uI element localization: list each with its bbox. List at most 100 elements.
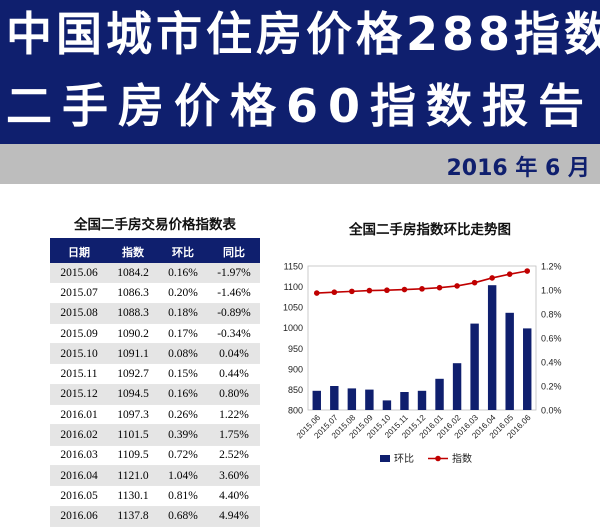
- point-index: [419, 286, 425, 292]
- y-left-tick-label: 1000: [283, 323, 303, 333]
- cell-mom: 0.39%: [158, 424, 208, 446]
- cell-date: 2015.10: [50, 343, 108, 365]
- report-banner: 中国城市住房价格288指数 二手房价格60指数报告: [0, 0, 600, 144]
- y-right-tick-label: 0.2%: [541, 382, 562, 392]
- cell-mom: 0.18%: [158, 303, 208, 324]
- cell-mom: 1.04%: [158, 465, 208, 487]
- table-row: 2016.05 1130.1 0.81% 4.40%: [50, 485, 260, 507]
- cell-mom: 0.16%: [158, 384, 208, 406]
- table-row: 2015.08 1088.3 0.18% -0.89%: [50, 303, 260, 324]
- chart-title: 全国二手房指数环比走势图: [349, 222, 511, 238]
- table-row: 2015.06 1084.2 0.16% -1.97%: [50, 263, 260, 284]
- table-row: 2016.06 1137.8 0.68% 4.94%: [50, 506, 260, 527]
- cell-mom: 0.08%: [158, 343, 208, 365]
- point-index: [331, 289, 338, 296]
- y-left-tick-label: 1050: [283, 303, 303, 313]
- cell-date: 2015.06: [50, 263, 108, 284]
- cell-mom: 0.68%: [158, 506, 208, 527]
- bar-mom: [452, 363, 462, 410]
- cell-yoy: 1.75%: [208, 424, 260, 446]
- table-row: 2016.02 1101.5 0.39% 1.75%: [50, 424, 260, 446]
- cell-date: 2015.08: [50, 303, 108, 324]
- legend-bar-label: 环比: [394, 453, 414, 465]
- table-body: 2015.06 1084.2 0.16% -1.97% 2015.07 1086.3 0.2…: [50, 263, 260, 527]
- cell-index: 1109.5: [108, 445, 158, 466]
- report-title-line1: 中国城市住房价格288指数: [6, 7, 600, 61]
- bar-mom: [417, 390, 427, 410]
- table-row: 2015.10 1091.1 0.08% 0.04%: [50, 343, 260, 365]
- point-index: [471, 279, 478, 286]
- cell-yoy: -1.97%: [208, 263, 260, 284]
- cell-yoy: 0.80%: [208, 384, 260, 406]
- cell-index: 1084.2: [108, 263, 158, 284]
- point-index: [349, 288, 355, 295]
- report-date: 2016 年 6 月: [446, 156, 590, 181]
- cell-yoy: -0.89%: [208, 303, 260, 324]
- cell-index: 1101.5: [108, 424, 158, 446]
- cell-yoy: -0.34%: [208, 323, 260, 345]
- point-index: [384, 287, 390, 294]
- cell-date: 2015.07: [50, 282, 108, 304]
- cell-date: 2016.02: [50, 424, 108, 446]
- combo-chart: 800 850 900 950 1000 1050 1100 1150 0.0% 0.2% 0.4%…: [283, 262, 562, 466]
- bar-mom: [347, 388, 357, 410]
- y-left-tick-label: 800: [288, 406, 303, 416]
- cell-index: 1130.1: [108, 485, 158, 507]
- cell-index: 1088.3: [108, 303, 158, 324]
- cell-yoy: 2.52%: [208, 445, 260, 466]
- table-row: 2015.09 1090.2 0.17% -0.34%: [50, 323, 260, 345]
- header-yoy: 同比: [208, 240, 260, 263]
- point-index: [489, 275, 495, 281]
- bar-mom: [505, 312, 514, 410]
- cell-date: 2016.03: [50, 445, 108, 466]
- cell-index: 1137.8: [108, 506, 158, 527]
- cell-yoy: 0.04%: [208, 343, 260, 365]
- header-date: 日期: [50, 240, 108, 263]
- bar-mom: [470, 323, 479, 410]
- cell-yoy: 3.60%: [208, 465, 260, 487]
- report-title-line2: 二手房价格60指数报告: [6, 79, 595, 133]
- y-left-tick-label: 1150: [284, 262, 303, 272]
- cell-mom: 0.15%: [158, 363, 208, 385]
- bar-mom: [365, 389, 374, 410]
- cell-yoy: 4.94%: [208, 506, 260, 527]
- table-row: 2016.01 1097.3 0.26% 1.22%: [50, 404, 260, 426]
- bar-mom: [382, 400, 392, 410]
- cell-index: 1090.2: [108, 323, 158, 345]
- table-title: 全国二手房交易价格指数表: [50, 212, 260, 240]
- cell-yoy: 0.44%: [208, 363, 260, 385]
- cell-date: 2016.01: [50, 404, 108, 426]
- cell-date: 2016.05: [50, 485, 108, 507]
- bar-mom: [400, 392, 409, 410]
- legend-line-marker: [435, 455, 441, 462]
- y-right-tick-label: 0.0%: [541, 406, 562, 416]
- point-index: [366, 287, 373, 294]
- cell-yoy: 1.22%: [208, 404, 260, 426]
- y-left-tick-label: 1100: [284, 282, 303, 292]
- point-index: [436, 284, 443, 291]
- cell-date: 2015.09: [50, 323, 108, 345]
- bar-mom: [487, 285, 497, 410]
- y-right-tick-label: 1.0%: [541, 286, 562, 296]
- header-mom: 环比: [158, 240, 208, 263]
- date-band: 2016 年 6 月: [0, 144, 600, 184]
- y-left-tick-label: 950: [288, 344, 303, 354]
- cell-index: 1092.7: [108, 363, 158, 385]
- cell-index: 1097.3: [108, 404, 158, 426]
- cell-yoy: 4.40%: [208, 485, 260, 507]
- point-index: [401, 286, 408, 293]
- cell-mom: 0.17%: [158, 323, 208, 345]
- point-index: [454, 283, 460, 289]
- y-right-tick-label: 0.8%: [541, 310, 562, 320]
- cell-mom: 0.16%: [158, 263, 208, 284]
- cell-mom: 0.72%: [158, 445, 208, 466]
- cell-index: 1121.0: [108, 465, 158, 487]
- cell-index: 1091.1: [108, 343, 158, 365]
- table-row: 2015.11 1092.7 0.15% 0.44%: [50, 363, 260, 385]
- cell-index: 1086.3: [108, 282, 158, 304]
- cell-date: 2016.06: [50, 506, 108, 527]
- y-left-tick-label: 900: [288, 364, 303, 374]
- index-table-panel: 全国二手房交易价格指数表 日期 指数 环比 同比 2015.06 1084.2 0.…: [50, 212, 260, 527]
- cell-mom: 0.26%: [158, 404, 208, 426]
- y-right-tick-label: 0.4%: [541, 358, 562, 368]
